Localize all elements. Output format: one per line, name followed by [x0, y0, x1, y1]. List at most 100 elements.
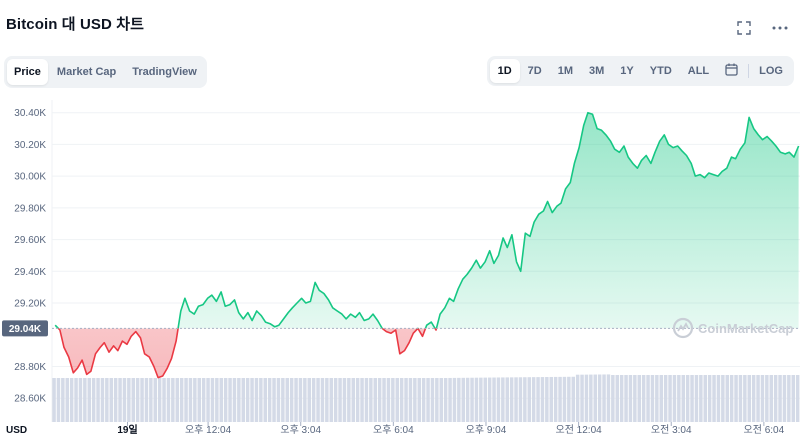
volume-bar	[584, 374, 589, 422]
volume-bar	[395, 378, 399, 422]
tab-tradingview[interactable]: TradingView	[132, 66, 197, 78]
volume-bar	[474, 377, 479, 422]
volume-bar	[219, 378, 223, 422]
volume-bar	[703, 375, 707, 422]
volume-bar	[597, 374, 602, 422]
volume-bar	[492, 377, 496, 422]
volume-bar	[391, 378, 395, 422]
volume-bar	[531, 377, 536, 422]
volume-bar	[201, 378, 206, 422]
volume-bar	[765, 375, 769, 422]
tab-market-cap[interactable]: Market Cap	[56, 66, 117, 78]
volume-bar	[483, 377, 487, 422]
volume-bar	[663, 375, 668, 422]
reference-price-badge	[2, 320, 48, 337]
volume-bar	[439, 378, 443, 422]
calendar-button[interactable]	[717, 59, 746, 83]
volume-bar	[505, 377, 509, 422]
tab-price[interactable]: Price	[7, 59, 48, 85]
volume-bar	[56, 378, 61, 422]
price-line	[54, 111, 800, 379]
volume-bar	[329, 378, 333, 422]
volume-bar	[641, 375, 646, 422]
volume-bar	[193, 378, 197, 422]
volume-bar	[91, 378, 96, 422]
volume-bar	[633, 375, 637, 422]
volume-bar	[333, 378, 338, 422]
range-1m-button[interactable]: 1M	[557, 65, 574, 77]
volume-bar	[553, 376, 558, 422]
log-scale-button[interactable]: LOG	[759, 65, 783, 77]
volume-bar	[778, 375, 782, 422]
volume-bar	[589, 374, 593, 422]
volume-bar	[699, 375, 703, 422]
volume-bar	[78, 378, 83, 422]
volume-bar	[567, 376, 571, 422]
volume-bar	[281, 378, 285, 422]
volume-bar	[171, 378, 175, 422]
volume-bar	[320, 378, 325, 422]
volume-bar	[360, 378, 364, 422]
volume-bar	[210, 378, 215, 422]
price-chart[interactable]: 29.04K 30.40K 30.20K 30.00K 29.80K 29.60K 29.…	[0, 100, 800, 437]
volume-bar	[69, 378, 74, 422]
volume-bar	[289, 378, 294, 422]
volume-bar	[118, 378, 122, 422]
volume-bar	[175, 378, 179, 422]
volume-bar	[122, 378, 127, 422]
x-tick-label: 오후 3:04	[280, 424, 321, 436]
range-1d-button[interactable]: 1D	[489, 59, 520, 83]
x-tick-label: 오전 12:04	[556, 424, 603, 436]
expand-icon[interactable]	[736, 20, 752, 36]
volume-bar	[795, 375, 800, 422]
volume-bar	[602, 374, 606, 422]
range-1y-button[interactable]: 1Y	[620, 65, 634, 77]
volume-bar	[707, 375, 712, 422]
volume-bar	[149, 378, 153, 422]
volume-bar	[514, 377, 518, 422]
volume-bar	[756, 375, 760, 422]
volume-bar	[435, 378, 439, 422]
x-tick-label: 오전 6:04	[744, 424, 785, 436]
volume-bar	[646, 375, 650, 422]
volume-bar	[461, 377, 465, 422]
volume-bar	[364, 378, 369, 422]
range-ytd-button[interactable]: YTD	[649, 65, 672, 77]
volume-bar	[716, 375, 721, 422]
volume-bar	[509, 377, 514, 422]
volume-bar	[237, 378, 241, 422]
y-tick-label: 29.80K	[14, 203, 46, 214]
volume-bar	[355, 378, 360, 422]
volume-bar	[325, 378, 329, 422]
volume-bar	[470, 377, 474, 422]
volume-bar	[536, 377, 540, 422]
volume-bar	[751, 375, 756, 422]
time-range-selector: 1D 7D 1M 3M 1Y YTD ALL LOG	[486, 56, 794, 86]
y-tick-label: 29.20K	[14, 299, 46, 310]
volume-bar	[734, 375, 738, 422]
volume-bar	[430, 378, 435, 422]
volume-bar	[791, 375, 795, 422]
volume-bar	[615, 375, 619, 422]
coinmarketcap-logo-icon	[672, 317, 694, 339]
volume-bar	[747, 375, 751, 422]
range-all-button[interactable]: ALL	[687, 65, 710, 77]
volume-bar	[452, 377, 457, 422]
reference-price-label: 29.04K	[9, 324, 42, 335]
volume-bar	[100, 378, 105, 422]
volume-bar	[52, 378, 56, 422]
volume-bar	[245, 378, 250, 422]
more-icon[interactable]	[772, 20, 788, 36]
chart-view-tabs: Price Market Cap TradingView	[4, 56, 207, 88]
volume-bar	[83, 378, 87, 422]
volume-bar	[685, 375, 690, 422]
y-tick-label: 28.60K	[14, 394, 46, 405]
volume-bar	[421, 378, 426, 422]
chart-header-actions	[736, 20, 788, 36]
range-3m-button[interactable]: 3M	[589, 65, 605, 77]
volume-bar	[298, 378, 303, 422]
volume-bar	[479, 377, 483, 422]
volume-bar	[540, 377, 545, 422]
volume-bar	[342, 378, 347, 422]
range-7d-button[interactable]: 7D	[527, 65, 542, 77]
